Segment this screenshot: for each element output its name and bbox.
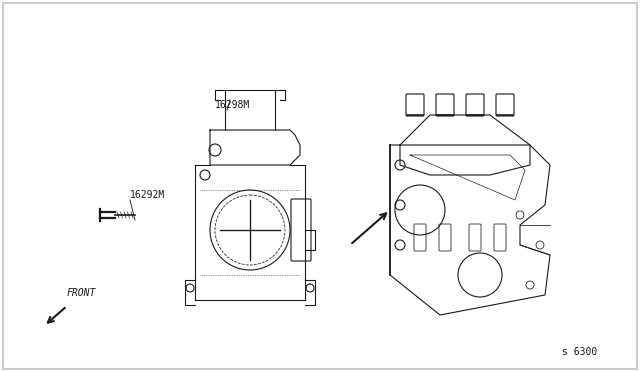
Text: FRONT: FRONT: [67, 288, 97, 298]
Text: s 6300: s 6300: [563, 347, 598, 357]
Text: 16298M: 16298M: [215, 100, 250, 110]
Text: 16292M: 16292M: [130, 190, 165, 200]
